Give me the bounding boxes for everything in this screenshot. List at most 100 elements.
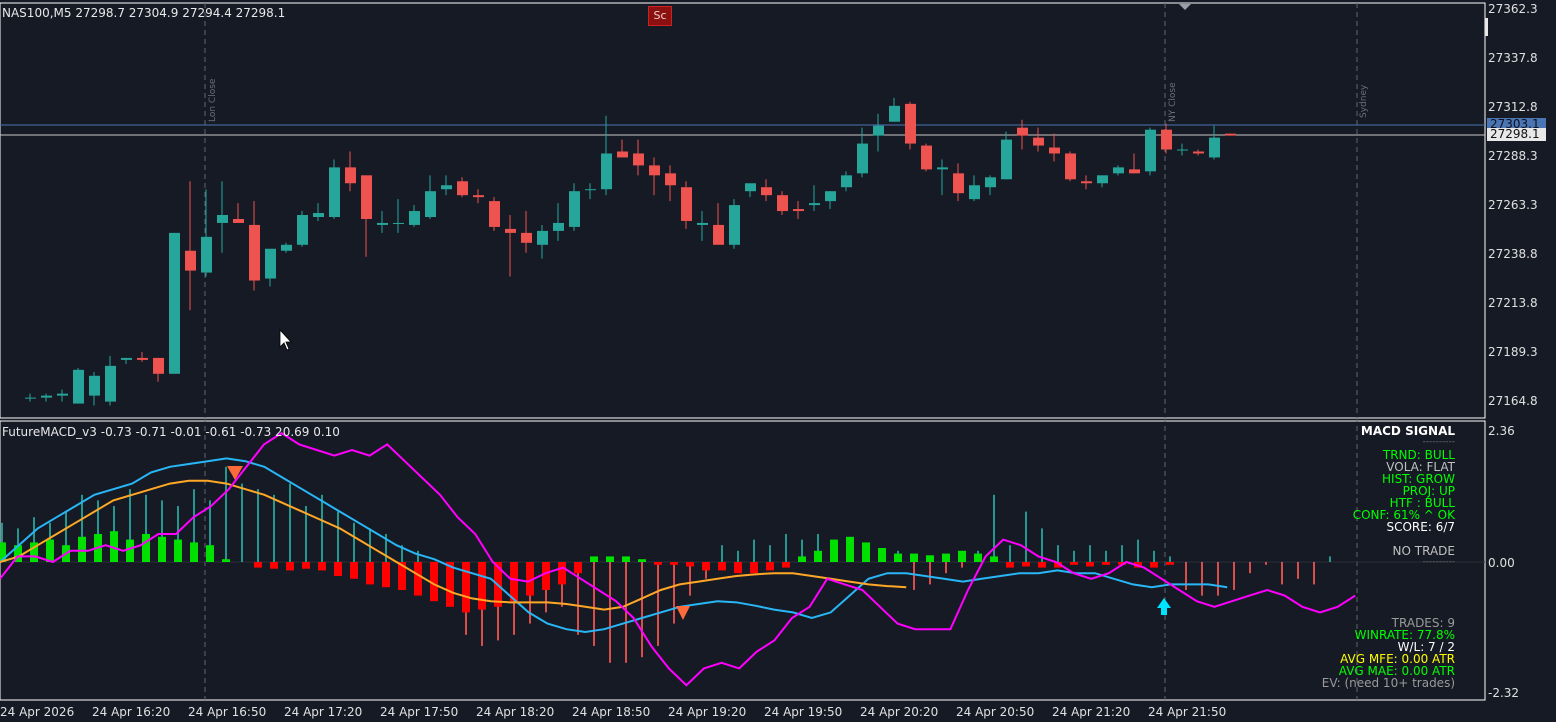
candle-body — [809, 203, 820, 206]
histogram-bar — [926, 555, 934, 562]
candle-body — [841, 175, 852, 188]
histogram-bar — [718, 562, 726, 571]
histogram-bar — [574, 562, 582, 574]
histogram-bar — [830, 539, 838, 562]
candle-body — [777, 195, 788, 212]
histogram-bar — [878, 548, 886, 562]
candle-body — [649, 165, 660, 176]
histogram-bar — [430, 562, 438, 602]
candle-body — [857, 143, 868, 174]
candle-body — [105, 365, 116, 402]
time-axis-label: 24 Apr 17:50 — [380, 705, 459, 719]
candle-body — [409, 211, 420, 225]
candle-body — [1129, 169, 1140, 174]
candle-body — [793, 209, 804, 212]
histogram-bar — [1006, 562, 1014, 568]
sell-arrow-icon — [227, 466, 243, 480]
histogram-bar — [254, 562, 262, 568]
histogram-bar — [974, 553, 982, 562]
candle-body — [473, 195, 484, 198]
candle-body — [713, 224, 724, 245]
stats-ev: EV: (need 10+ trades) — [1321, 676, 1455, 690]
histogram-bar — [670, 562, 678, 565]
histogram-bar — [734, 562, 742, 574]
histogram-bar — [350, 562, 358, 579]
candle-body — [521, 232, 532, 243]
candle-body — [1113, 167, 1124, 174]
candle-body — [633, 153, 644, 166]
histogram-bar — [510, 562, 518, 602]
candle-body — [729, 205, 740, 245]
histogram-bar — [542, 562, 550, 590]
histogram-bar — [414, 562, 422, 596]
indicator-axis-top: 2.36 — [1488, 424, 1515, 438]
candle-body — [1017, 127, 1028, 136]
histogram-bar — [702, 562, 710, 571]
candle-body — [601, 153, 612, 190]
histogram-bar — [606, 556, 614, 562]
candle-body — [1161, 129, 1172, 150]
candle-body — [937, 167, 948, 170]
candle-body — [457, 181, 468, 196]
candle-body — [361, 175, 372, 219]
price-axis-label: 27213.8 — [1488, 296, 1538, 310]
histogram-bar — [990, 556, 998, 562]
signal-status: NO TRADE — [1392, 544, 1455, 558]
symbol-quote-line: NAS100,M5 27298.7 27304.9 27294.4 27298.… — [2, 6, 286, 20]
candle-body — [1065, 153, 1076, 180]
candle-body — [1033, 137, 1044, 146]
candle-body — [393, 222, 404, 224]
histogram-bar — [526, 562, 534, 596]
signal-volatility: VOLA: FLAT — [1386, 460, 1455, 474]
histogram-bar — [318, 562, 326, 571]
histogram-bar — [558, 562, 566, 585]
histogram-bar — [686, 562, 694, 567]
histogram-bar — [814, 550, 822, 562]
signal-confidence: CONF: 61% ^ OK — [1352, 508, 1455, 522]
signal-histogram: HIST: GROW — [1382, 472, 1455, 486]
script-button[interactable]: Sc — [648, 6, 672, 26]
histogram-bar — [862, 542, 870, 562]
histogram-bar — [590, 556, 598, 562]
candle-body — [345, 167, 356, 184]
session-label-ny-close: NY Close — [1168, 82, 1178, 122]
histogram-bar — [446, 562, 454, 607]
candle-body — [73, 369, 84, 404]
bid-price-tag: 27298.1 — [1487, 128, 1546, 141]
indicator-pane-frame — [0, 420, 1486, 701]
candle-body — [985, 177, 996, 188]
mouse-cursor-icon — [279, 328, 292, 351]
histogram-bar — [1150, 562, 1158, 568]
price-axis-label: 27312.8 — [1488, 100, 1538, 114]
histogram-bar — [46, 539, 54, 562]
candle-body — [217, 215, 228, 223]
histogram-bar — [158, 536, 166, 562]
histogram-bar — [78, 536, 86, 562]
histogram-bar — [366, 562, 374, 585]
candle-body — [1209, 137, 1220, 158]
candle-body — [1097, 175, 1108, 184]
histogram-bar — [14, 545, 22, 562]
candle-body — [1081, 181, 1092, 184]
candle-body — [377, 222, 388, 225]
signal-trend: TRND: BULL — [1382, 448, 1455, 462]
candle-body — [25, 397, 36, 399]
histogram-bar — [286, 562, 294, 571]
candle-body — [697, 222, 708, 225]
candle-body — [825, 191, 836, 202]
histogram-bar — [1038, 562, 1046, 568]
histogram-bar — [478, 562, 486, 610]
candle-body — [265, 248, 276, 279]
candle-body — [201, 236, 212, 273]
candle-body — [57, 393, 68, 396]
candle-body — [921, 145, 932, 170]
price-axis-label: 27164.8 — [1488, 394, 1538, 408]
candle-body — [121, 357, 132, 360]
stats-trades: TRADES: 9 — [1391, 616, 1455, 630]
candle-body — [617, 151, 628, 158]
candle-body — [681, 187, 692, 221]
histogram-bar — [1102, 562, 1110, 565]
candle-body — [249, 224, 260, 281]
chart-shift-handle[interactable] — [1485, 18, 1488, 36]
